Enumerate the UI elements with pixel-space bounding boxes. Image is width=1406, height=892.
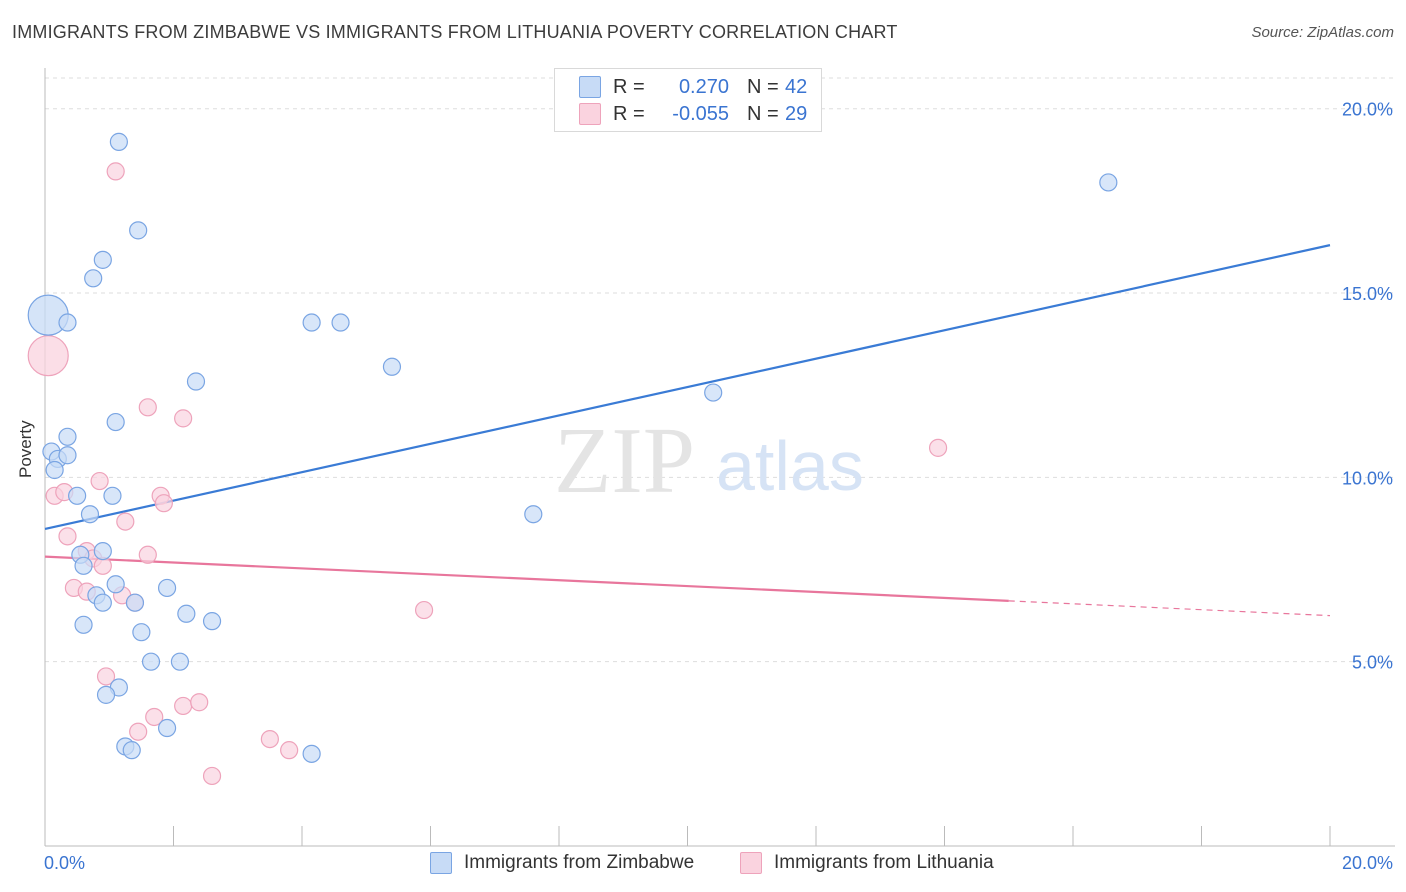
- point-lithuania: [174, 696, 193, 716]
- tick-labels: 5.0% 10.0% 15.0% 20.0% 0.0% 20.0%: [44, 100, 1393, 873]
- point-zimbabwe: [74, 556, 93, 575]
- watermark: ZIP atlas: [554, 409, 864, 513]
- watermark-atlas: atlas: [716, 427, 864, 505]
- trend-line-lithuania-extension: [1008, 600, 1331, 617]
- point-zimbabwe: [80, 505, 100, 524]
- legend-swatch-pink: [579, 103, 601, 125]
- point-zimbabwe: [68, 486, 87, 505]
- series-legend-zimbabwe: Immigrants from Zimbabwe: [430, 852, 694, 874]
- axes: [44, 68, 1395, 847]
- y-tick-label: 15.0%: [1342, 284, 1393, 304]
- point-lithuania: [138, 398, 157, 417]
- trend-lines: [44, 244, 1331, 617]
- series-label: Immigrants from Lithuania: [774, 852, 994, 873]
- point-lithuania: [90, 471, 109, 491]
- n-label: N =: [747, 102, 779, 125]
- point-zimbabwe: [58, 427, 77, 446]
- point-lithuania: [58, 527, 77, 546]
- point-zimbabwe: [125, 593, 145, 612]
- point-zimbabwe: [132, 623, 151, 642]
- point-zimbabwe: [177, 604, 196, 623]
- gridlines: [45, 77, 1395, 663]
- y-tick-label: 5.0%: [1352, 653, 1393, 673]
- point-lithuania: [202, 766, 222, 786]
- point-zimbabwe: [141, 652, 161, 671]
- point-lithuania: [260, 729, 279, 749]
- point-zimbabwe: [302, 313, 321, 332]
- point-zimbabwe: [704, 383, 723, 402]
- point-lithuania: [116, 512, 135, 531]
- point-zimbabwe: [84, 269, 103, 288]
- n-label: N =: [747, 75, 779, 98]
- point-zimbabwe: [157, 718, 177, 738]
- point-zimbabwe: [1099, 173, 1118, 192]
- point-zimbabwe: [302, 744, 321, 763]
- point-zimbabwe: [157, 578, 177, 598]
- point-zimbabwe: [109, 132, 128, 151]
- point-zimbabwe: [106, 412, 125, 432]
- source-label: Source: ZipAtlas.com: [1251, 24, 1394, 41]
- point-zimbabwe: [93, 593, 112, 612]
- series-swatch-pink: [740, 852, 762, 874]
- point-zimbabwe: [58, 446, 77, 465]
- point-lithuania: [928, 438, 948, 457]
- point-lithuania: [129, 722, 148, 741]
- point-zimbabwe: [96, 685, 116, 704]
- series-swatch-blue: [430, 852, 452, 874]
- x-tick-label: 20.0%: [1342, 853, 1393, 873]
- point-lithuania: [190, 693, 209, 712]
- watermark-zip: ZIP: [554, 409, 695, 513]
- point-zimbabwe: [106, 575, 125, 594]
- point-zimbabwe: [382, 357, 402, 376]
- point-zimbabwe: [129, 221, 148, 240]
- point-lithuania: [106, 162, 125, 181]
- r-label: R =: [613, 102, 645, 125]
- point-lithuania: [138, 545, 157, 564]
- point-lithuania: [96, 667, 116, 686]
- point-zimbabwe: [331, 313, 350, 332]
- point-lithuania: [174, 409, 193, 428]
- point-zimbabwe: [93, 541, 112, 561]
- point-zimbabwe: [122, 741, 141, 760]
- r-value: 0.270: [678, 75, 729, 98]
- series-legend-lithuania: Immigrants from Lithuania: [740, 852, 994, 874]
- point-zimbabwe: [202, 612, 222, 631]
- legend-row-zimbabwe: R = 0.270 N = 42: [579, 74, 807, 100]
- point-lithuania: [154, 494, 173, 513]
- y-axis-label: Poverty: [16, 420, 35, 478]
- correlation-legend: R = 0.270 N = 42 R = -0.055 N = 29: [554, 68, 822, 132]
- point-lithuania: [27, 335, 69, 377]
- point-zimbabwe: [93, 250, 112, 269]
- point-zimbabwe: [524, 505, 543, 524]
- point-lithuania: [414, 600, 434, 620]
- data-points: [27, 132, 1118, 786]
- series-label: Immigrants from Zimbabwe: [464, 852, 695, 873]
- point-zimbabwe: [74, 615, 93, 634]
- r-label: R =: [613, 75, 645, 98]
- point-zimbabwe: [170, 652, 190, 671]
- x-tick-label: 0.0%: [44, 853, 85, 873]
- legend-row-lithuania: R = -0.055 N = 29: [579, 101, 807, 127]
- chart-title: IMMIGRANTS FROM ZIMBABWE VS IMMIGRANTS F…: [12, 22, 898, 42]
- y-tick-label: 10.0%: [1342, 468, 1393, 488]
- point-zimbabwe: [186, 372, 206, 391]
- y-tick-label: 20.0%: [1342, 100, 1393, 120]
- n-value: 42: [785, 75, 808, 98]
- n-value: 29: [785, 102, 808, 125]
- legend-swatch-blue: [579, 76, 601, 98]
- point-lithuania: [280, 741, 299, 760]
- point-lithuania: [145, 707, 164, 727]
- r-value: -0.055: [672, 102, 729, 125]
- point-zimbabwe: [103, 486, 122, 505]
- trend-line-lithuania: [44, 555, 1009, 602]
- point-zimbabwe: [58, 313, 77, 332]
- trend-line-zimbabwe: [44, 244, 1331, 531]
- point-zimbabwe: [45, 460, 64, 480]
